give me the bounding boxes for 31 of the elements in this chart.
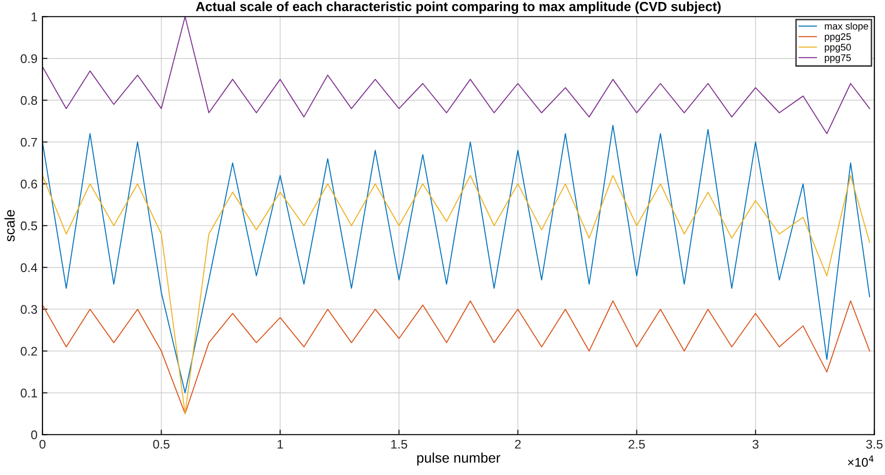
y-tick-label: 0.7 bbox=[20, 138, 37, 147]
y-tick-label: 0.5 bbox=[20, 221, 38, 230]
x-tick-label: 0.5 bbox=[153, 440, 170, 449]
legend-label: ppg50 bbox=[824, 44, 851, 53]
text: ×10$^{4}$ bbox=[848, 455, 874, 467]
y-tick-label: 0.9 bbox=[20, 54, 38, 64]
line-series bbox=[42, 124, 870, 394]
x-tick-label: 0 bbox=[39, 440, 46, 449]
y-tick-label: 1 bbox=[32, 12, 38, 22]
line-series bbox=[42, 16, 870, 134]
x-tick-label: 2 bbox=[515, 440, 521, 449]
x-tick-label: 1.5 bbox=[391, 440, 408, 449]
x-axis-title: pulse number bbox=[417, 452, 500, 466]
y-tick-label: 0.4 bbox=[20, 263, 38, 272]
x-tick-label: 1 bbox=[278, 440, 284, 449]
line-series bbox=[42, 174, 870, 414]
y-tick-label: 0.6 bbox=[20, 180, 38, 188]
y-axis-title: scale bbox=[4, 210, 15, 242]
legend-label: ppg75 bbox=[824, 54, 851, 64]
y-tick-label: 0.8 bbox=[20, 96, 38, 105]
y-tick-label: 0 bbox=[31, 430, 38, 440]
x-tick-label: 2.5 bbox=[628, 440, 645, 449]
y-tick-label: 0.2 bbox=[20, 346, 37, 356]
x-tick-label: 3.5 bbox=[866, 440, 883, 449]
legend-label: ppg25 bbox=[824, 33, 851, 42]
line-series bbox=[42, 300, 870, 414]
x-tick-label: 3 bbox=[752, 440, 758, 449]
y-tick-label: 0.3 bbox=[20, 305, 38, 314]
chart-title: Actual scale of each characteristic point comparing to max amplitude (CVD subject) bbox=[196, 2, 721, 14]
y-tick-label: 0.1 bbox=[20, 388, 38, 398]
legend-label: max slope bbox=[824, 22, 868, 32]
